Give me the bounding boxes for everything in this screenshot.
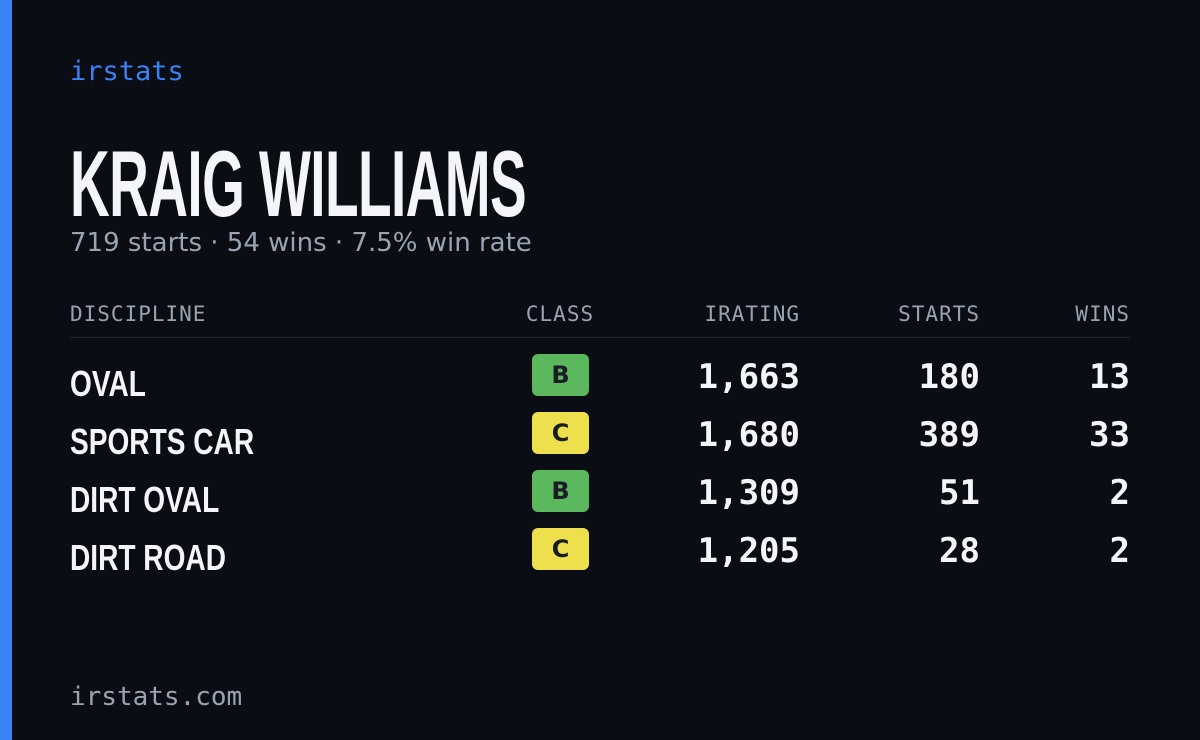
- irating: 1,205: [697, 531, 800, 571]
- wins: 2: [1109, 531, 1130, 571]
- class-badge: B: [532, 354, 589, 396]
- wins: 13: [1089, 357, 1130, 397]
- discipline: SPORTS CAR: [70, 421, 255, 462]
- column-header: STARTS: [898, 302, 980, 326]
- column-header: IRATING: [704, 302, 800, 326]
- class-badge: C: [532, 528, 589, 570]
- discipline: OVAL: [70, 363, 146, 404]
- wins: 2: [1109, 473, 1130, 513]
- wins: 33: [1089, 415, 1130, 455]
- class-badge: C: [532, 412, 589, 454]
- column-header: WINS: [1075, 302, 1130, 326]
- irating: 1,663: [697, 357, 800, 397]
- discipline: DIRT OVAL: [70, 479, 220, 520]
- column-header: CLASS: [525, 302, 595, 326]
- starts: 180: [918, 357, 980, 397]
- irating: 1,680: [697, 415, 800, 455]
- starts: 28: [939, 531, 980, 571]
- driver-name: KRAIG WILLIAMS: [70, 131, 527, 236]
- discipline: DIRT ROAD: [70, 537, 226, 578]
- starts: 389: [918, 415, 980, 455]
- class-badge: B: [532, 470, 589, 512]
- column-header: DISCIPLINE: [70, 302, 207, 326]
- accent-bar: [0, 0, 12, 740]
- footer: irstats.com: [70, 682, 243, 712]
- starts: 51: [939, 473, 980, 513]
- irating: 1,309: [697, 473, 800, 513]
- brand: irstats: [70, 56, 184, 87]
- header-rule: [70, 337, 1130, 338]
- summary: 719 starts · 54 wins · 7.5% win rate: [70, 228, 532, 258]
